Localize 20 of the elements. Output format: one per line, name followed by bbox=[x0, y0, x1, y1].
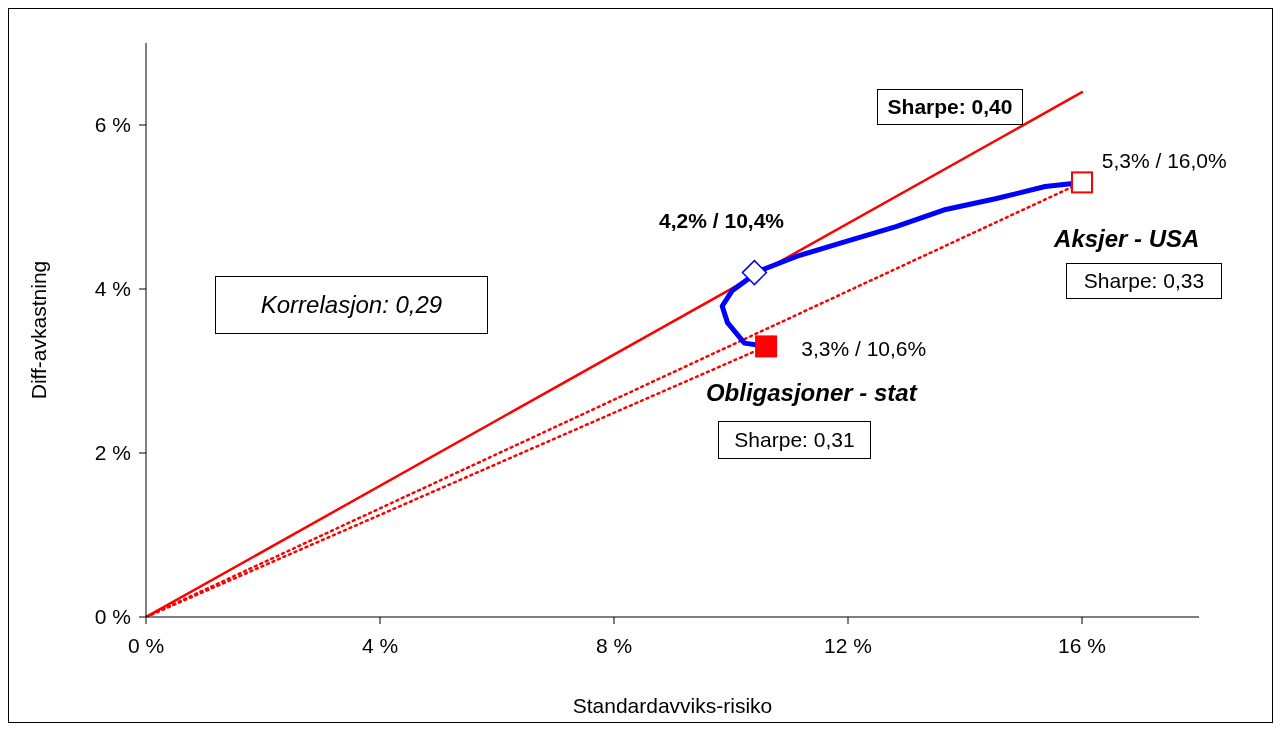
y-tick-label: 2 % bbox=[94, 441, 131, 465]
y-tick-label: 0 % bbox=[94, 605, 131, 629]
y-tick-label: 6 % bbox=[94, 113, 131, 137]
annotation: Sharpe: 0,33 bbox=[1066, 263, 1222, 299]
x-tick-label: 16 % bbox=[1058, 633, 1106, 657]
y-tick-label: 4 % bbox=[94, 277, 131, 301]
x-tick-label: 4 % bbox=[361, 633, 399, 657]
series-label: Aksjer - USA bbox=[1054, 224, 1200, 253]
y-axis-title: Diff-avkastning bbox=[27, 260, 51, 400]
x-tick-label: 12 % bbox=[824, 633, 872, 657]
x-axis-title: Standardavviks-risiko bbox=[572, 694, 773, 717]
annotation: Sharpe: 0,31 bbox=[718, 421, 871, 459]
text: Obligasjoner - stat bbox=[705, 379, 917, 408]
annotation: Korrelasjon: 0,29 bbox=[215, 276, 488, 334]
annotation: Sharpe: 0,40 bbox=[877, 89, 1023, 125]
x-tick-label: 8 % bbox=[595, 633, 633, 657]
annotation: 5,3% / 16,0% bbox=[1101, 148, 1227, 173]
x-tick-label: 0 % bbox=[127, 633, 165, 657]
annotation: 3,3% / 10,6% bbox=[801, 337, 927, 362]
annotation: 4,2% / 10,4% bbox=[659, 209, 785, 234]
